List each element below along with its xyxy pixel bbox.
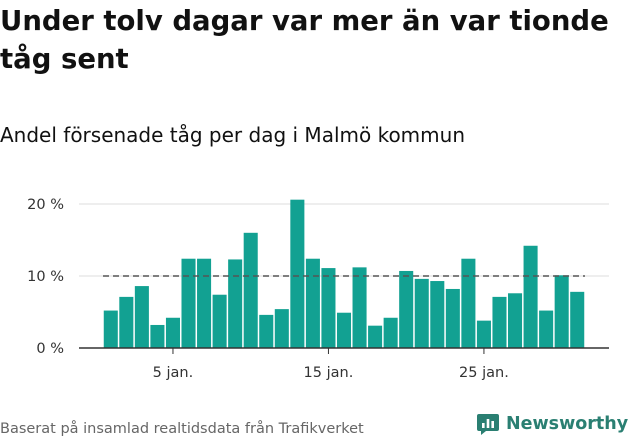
bar	[119, 296, 134, 348]
bar	[181, 258, 196, 348]
x-tick-label: 25 jan.	[459, 365, 509, 381]
bar	[290, 199, 305, 348]
bar	[150, 324, 165, 348]
bar	[228, 259, 243, 348]
brand-name: Newsworthy	[506, 414, 629, 434]
brand-logo: Newsworthy	[476, 409, 628, 439]
source-note: Baserat på insamlad realtidsdata från Tr…	[0, 421, 364, 437]
bar	[368, 325, 383, 348]
chart-subtitle: Andel försenade tåg per dag i Malmö komm…	[0, 123, 465, 147]
bar	[321, 268, 336, 348]
bar	[352, 267, 367, 348]
bar	[134, 286, 149, 348]
x-tick-label: 15 jan.	[304, 365, 354, 381]
bar	[445, 288, 460, 348]
bar	[103, 310, 118, 348]
bar	[414, 278, 429, 348]
bar	[492, 296, 507, 348]
bar	[554, 275, 569, 348]
bar	[243, 232, 258, 348]
x-axis: 5 jan. 15 jan. 25 jan.	[79, 347, 609, 381]
x-tick-label: 5 jan.	[153, 365, 194, 381]
y-axis-tick-labels: 0 % 10 % 20 %	[27, 197, 64, 357]
bar	[523, 245, 538, 348]
y-tick-label: 10 %	[27, 269, 64, 285]
bar	[539, 310, 554, 348]
bar	[259, 314, 274, 348]
bar	[197, 258, 212, 348]
y-tick-label: 20 %	[27, 197, 64, 213]
newsworthy-bar-chart-icon	[477, 414, 499, 435]
bar	[476, 320, 491, 348]
bar	[274, 309, 289, 348]
bar	[383, 317, 398, 348]
chart-title: Under tolv dagar var mer än var tionde t…	[0, 5, 609, 75]
bar	[165, 317, 180, 348]
bar	[305, 258, 320, 348]
bar	[570, 291, 585, 348]
bar	[212, 294, 227, 348]
bar	[430, 281, 445, 348]
bar	[399, 270, 414, 348]
bar	[461, 258, 476, 348]
bars	[103, 199, 585, 348]
y-tick-label: 0 %	[36, 341, 64, 357]
bar	[508, 293, 523, 348]
bar	[336, 312, 352, 348]
